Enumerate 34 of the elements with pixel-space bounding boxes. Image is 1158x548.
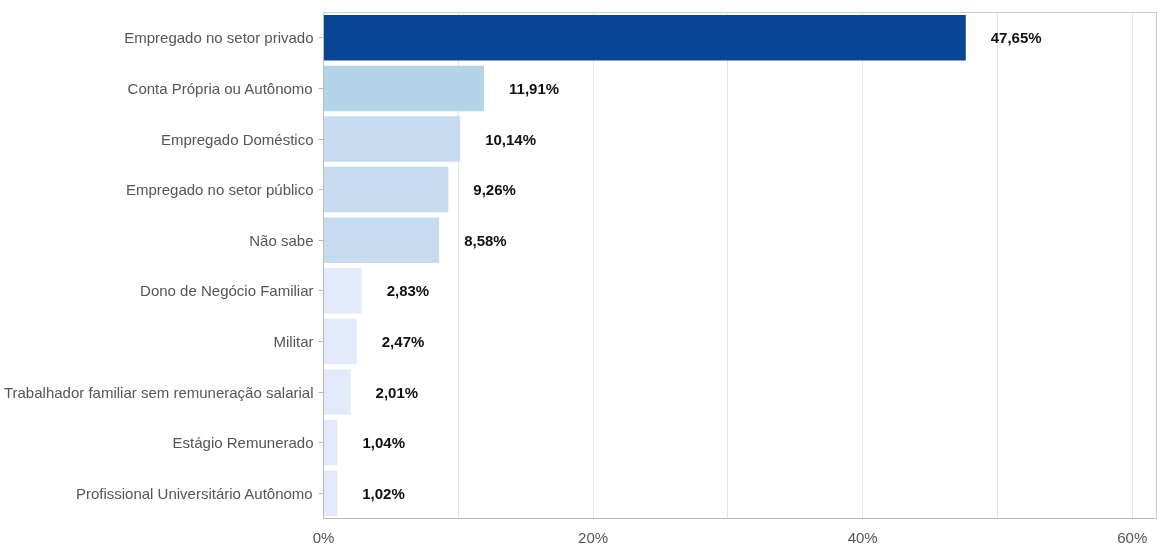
x-tick-label: 40% <box>847 528 878 546</box>
y-tick-label: Militar <box>273 332 314 350</box>
data-label: 9,26% <box>473 181 516 199</box>
bar <box>323 369 351 415</box>
bar <box>323 318 357 365</box>
x-tick-label: 20% <box>578 528 609 546</box>
y-tick-label: Conta Própria ou Autônomo <box>127 79 313 97</box>
data-label: 1,02% <box>362 484 405 502</box>
data-label: 47,65% <box>990 29 1042 47</box>
bar <box>323 65 485 112</box>
y-tick-label: Profissional Universitário Autônomo <box>75 484 313 502</box>
y-tick-label: Trabalhador familiar sem remuneração salarial <box>3 383 314 401</box>
data-label: 8,58% <box>464 231 507 249</box>
data-label: 2,01% <box>375 383 419 401</box>
data-label: 10,14% <box>485 130 537 148</box>
y-tick-label: Empregado no setor público <box>125 181 314 199</box>
bar <box>323 116 461 162</box>
data-label: 1,04% <box>362 434 406 452</box>
y-tick-label: Não sabe <box>249 231 314 249</box>
x-tick-label: 0% <box>312 528 335 546</box>
data-label: 2,83% <box>386 282 430 300</box>
bar <box>323 217 440 263</box>
y-tick-label: Dono de Negócio Familiar <box>140 282 314 300</box>
data-label: 11,91% <box>509 79 560 97</box>
bar <box>323 470 338 516</box>
x-tick-label: 60% <box>1117 528 1148 546</box>
bar <box>323 268 362 314</box>
bar <box>323 419 338 466</box>
bar <box>323 15 966 61</box>
y-tick-label: Empregado no setor privado <box>124 29 314 47</box>
y-tick-label: Estágio Remunerado <box>172 434 314 452</box>
y-tick-label: Empregado Doméstico <box>160 130 314 148</box>
data-label: 2,47% <box>381 332 425 350</box>
bar <box>323 166 449 213</box>
